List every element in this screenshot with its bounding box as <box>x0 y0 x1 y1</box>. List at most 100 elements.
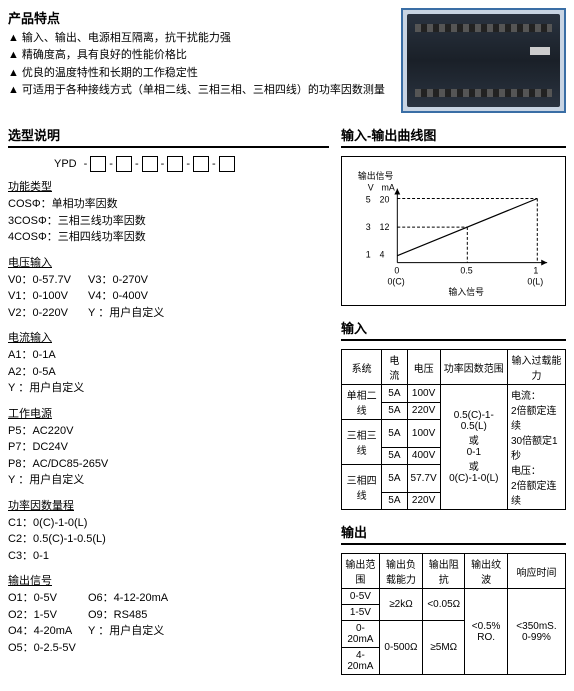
product-image-container <box>401 8 566 113</box>
param-title: 工作电源 <box>8 405 329 421</box>
param-title: 电流输入 <box>8 329 329 345</box>
param-cell: P5：AC220V <box>8 425 73 437</box>
features-section: 产品特点 ▲输入、输出、电源相互隔离，抗干扰能力强▲精确度高，具有良好的性能价格… <box>8 8 389 113</box>
param-cell: O5：0-2.5-5V <box>8 642 76 654</box>
param-cell: C1：0(C)-1-0(L) <box>8 517 87 529</box>
param-title: 输出信号 <box>8 572 329 588</box>
th-pf: 功率因数范围 <box>440 350 507 385</box>
product-image <box>407 14 560 107</box>
param-line: O5：0-2.5-5V <box>8 640 329 657</box>
features-title: 产品特点 <box>8 8 389 27</box>
param-cell: O6：4-12-20mA <box>88 590 168 607</box>
right-column: 输入-输出曲线图 输出信号 V mA 5 20 3 12 1 4 <box>341 113 566 683</box>
param-title: 电压输入 <box>8 254 329 270</box>
io-chart: 输出信号 V mA 5 20 3 12 1 4 <box>341 156 566 306</box>
param-cell: Y ：用户自定义 <box>88 623 164 640</box>
code-box <box>219 156 235 172</box>
param-line: 4COSΦ：三相四线功率因数 <box>8 229 329 246</box>
param-line: C1：0(C)-1-0(L) <box>8 515 329 532</box>
param-cell: Y ：用户自定义 <box>8 382 84 394</box>
svg-text:4: 4 <box>380 250 385 260</box>
svg-text:20: 20 <box>380 194 390 204</box>
param-cell: V1：0-100V <box>8 288 78 305</box>
param-line: O2：1-5VO9：RS485 <box>8 607 329 624</box>
param-line: A1：0-1A <box>8 347 329 364</box>
svg-text:输入信号: 输入信号 <box>449 286 485 297</box>
param-cell: COSΦ：单相功率因数 <box>8 198 118 210</box>
feature-text: 优良的温度特性和长期的工作稳定性 <box>22 66 198 81</box>
feature-text: 输入、输出、电源相互隔离，抗干扰能力强 <box>22 31 231 46</box>
param-line: V2：0-220VY ：用户自定义 <box>8 305 329 322</box>
param-group: 电流输入 A1：0-1A A2：0-5AY ：用户自定义 <box>8 329 329 397</box>
svg-text:0(C): 0(C) <box>387 276 404 286</box>
chart-y-label: 输出信号 <box>358 170 394 181</box>
feature-item: ▲输入、输出、电源相互隔离，抗干扰能力强 <box>8 31 389 46</box>
code-box <box>142 156 158 172</box>
input-table: 系统 电流 电压 功率因数范围 输入过载能力 单相二线 5A 100V 0.5(… <box>341 349 566 510</box>
param-cell: A1：0-1A <box>8 349 56 361</box>
code-box <box>167 156 183 172</box>
param-cell: V3：0-270V <box>88 272 158 289</box>
svg-text:V: V <box>368 183 374 193</box>
feature-item: ▲可适用于各种接线方式（单相二线、三相三相、三相四线）的功率因数测量 <box>8 83 389 98</box>
code-box <box>193 156 209 172</box>
input-title: 输入 <box>341 318 566 341</box>
triangle-icon: ▲ <box>8 83 19 98</box>
param-cell: 4COSΦ：三相四线功率因数 <box>8 231 146 243</box>
feature-text: 精确度高，具有良好的性能价格比 <box>22 48 187 63</box>
td-sys: 单相二线 <box>342 385 382 420</box>
param-line: P8：AC/DC85-265V <box>8 456 329 473</box>
param-title: 功能类型 <box>8 178 329 194</box>
code-box <box>90 156 106 172</box>
param-group: 输出信号 O1：0-5VO6：4-12-20mAO2：1-5VO9：RS485O4… <box>8 572 329 656</box>
param-cell: Y ：用户自定义 <box>8 474 84 486</box>
th-sys: 系统 <box>342 350 382 385</box>
th-over: 输入过载能力 <box>507 350 565 385</box>
svg-text:3: 3 <box>366 222 371 232</box>
param-line: O1：0-5VO6：4-12-20mA <box>8 590 329 607</box>
param-cell: 3COSΦ：三相三线功率因数 <box>8 215 146 227</box>
param-line: C3：0-1 <box>8 548 329 565</box>
param-cell: O2：1-5V <box>8 607 78 624</box>
param-group: 工作电源 P5：AC220V P7：DC24V P8：AC/DC85-265V Y ：用… <box>8 405 329 489</box>
param-line: V0：0-57.7V V3：0-270V <box>8 272 329 289</box>
feature-list: ▲输入、输出、电源相互隔离，抗干扰能力强▲精确度高，具有良好的性能价格比▲优良的… <box>8 31 389 99</box>
triangle-icon: ▲ <box>8 66 19 81</box>
td-over: 电流： 2倍额定连续 30倍额定1秒 电压： 2倍额定连续 <box>507 385 565 510</box>
output-table: 输出范围 输出负载能力 输出阻抗 输出纹波 响应时间 0-5V ≥2kΩ <0.… <box>341 553 566 675</box>
svg-text:5: 5 <box>366 194 371 204</box>
param-line: 3COSΦ：三相三线功率因数 <box>8 213 329 230</box>
svg-text:1: 1 <box>533 265 538 275</box>
param-line: P7：DC24V <box>8 439 329 456</box>
param-cell: V4：0-400V <box>88 288 158 305</box>
model-section: 选型说明 YPD - - - - - - 功能类型COSΦ：单相功率因数3COS… <box>8 113 329 683</box>
param-line: Y ：用户自定义 <box>8 380 329 397</box>
feature-item: ▲精确度高，具有良好的性能价格比 <box>8 48 389 63</box>
param-group: 功率因数量程C1：0(C)-1-0(L)C2：0.5(C)-1-0.5(L)C3… <box>8 497 329 565</box>
param-line: P5：AC220V <box>8 423 329 440</box>
param-cell: O4：4-20mA <box>8 623 78 640</box>
feature-item: ▲优良的温度特性和长期的工作稳定性 <box>8 66 389 81</box>
param-cell: P8：AC/DC85-265V <box>8 458 108 470</box>
param-line: C2：0.5(C)-1-0.5(L) <box>8 531 329 548</box>
top-row: 产品特点 ▲输入、输出、电源相互隔离，抗干扰能力强▲精确度高，具有良好的性能价格… <box>8 8 566 113</box>
product-image-box <box>401 8 566 113</box>
output-title: 输出 <box>341 522 566 545</box>
param-group: 功能类型 COSΦ：单相功率因数 3COSΦ：三相三线功率因数 4COSΦ：三相四线功… <box>8 178 329 246</box>
param-line: O4：4-20mA Y ：用户自定义 <box>8 623 329 640</box>
param-cell: C3：0-1 <box>8 550 49 562</box>
code-box <box>116 156 132 172</box>
param-cell: C2：0.5(C)-1-0.5(L) <box>8 533 106 545</box>
svg-text:mA: mA <box>382 183 395 193</box>
th-volt: 电压 <box>407 350 440 385</box>
svg-text:0: 0 <box>394 265 399 275</box>
model-code: YPD - - - - - - <box>54 156 329 172</box>
param-line: Y ：用户自定义 <box>8 472 329 489</box>
product-label <box>530 47 550 55</box>
param-cell: V0：0-57.7V <box>8 272 78 289</box>
param-line: A2：0-5A <box>8 364 329 381</box>
model-prefix: YPD <box>54 158 77 170</box>
param-cell: Y ：用户自定义 <box>88 305 164 322</box>
svg-text:12: 12 <box>380 222 390 232</box>
svg-text:1: 1 <box>366 250 371 260</box>
